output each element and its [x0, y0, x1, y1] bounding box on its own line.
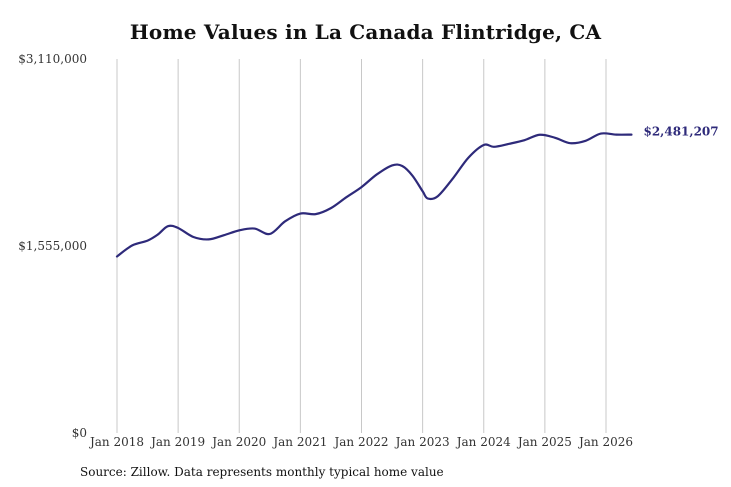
gridlines: [116, 59, 607, 433]
chart-title: Home Values in La Canada Flintridge, CA: [129, 20, 602, 44]
y-tick-label-1: $1,555,000: [18, 239, 87, 253]
x-tick-label-5: Jan 2023: [394, 435, 450, 449]
end-value-label: $2,481,207: [643, 125, 718, 139]
x-axis: Jan 2018 Jan 2019 Jan 2020 Jan 2021 Jan 2022…: [88, 435, 633, 449]
x-tick-label-4: Jan 2022: [332, 435, 388, 449]
y-tick-label-0: $0: [72, 426, 87, 440]
y-axis: $0 $1,555,000 $3,110,000: [18, 52, 87, 440]
source-note: Source: Zillow. Data represents monthly …: [80, 465, 444, 479]
x-tick-label-7: Jan 2025: [516, 435, 572, 449]
x-tick-label-6: Jan 2024: [455, 435, 511, 449]
x-tick-label-3: Jan 2021: [271, 435, 327, 449]
x-tick-label-1: Jan 2019: [149, 435, 205, 449]
series-line-0: [115, 132, 633, 258]
x-tick-label-8: Jan 2026: [577, 435, 633, 449]
x-tick-label-2: Jan 2020: [210, 435, 266, 449]
series-group: $2,481,207: [115, 125, 719, 258]
y-tick-label-2: $3,110,000: [18, 52, 87, 66]
x-tick-label-0: Jan 2018: [88, 435, 144, 449]
